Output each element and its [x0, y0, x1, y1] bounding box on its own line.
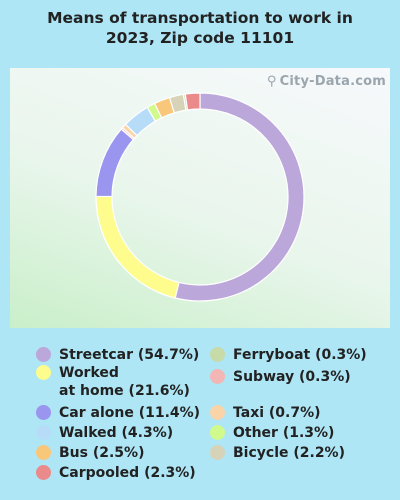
legend-label: Carpooled (2.3%) — [59, 465, 196, 481]
slice-streetcar — [174, 92, 305, 302]
legend-label: Bus (2.5%) — [59, 445, 145, 461]
slice-car-alone — [95, 128, 135, 198]
legend-label: Subway (0.3%) — [233, 369, 351, 385]
legend-swatch — [210, 425, 225, 440]
watermark: ⚲ City-Data.com — [267, 74, 386, 89]
slice-carpooled — [184, 92, 201, 111]
legend-item: Walked (4.3%) — [36, 424, 173, 442]
legend-swatch — [36, 365, 51, 380]
legend-label: Bicycle (2.2%) — [233, 445, 345, 461]
legend-item: Streetcar (54.7%) — [36, 346, 199, 364]
legend-item: Worked at home (21.6%) — [36, 364, 190, 400]
legend-swatch — [210, 445, 225, 460]
legend-item: Subway (0.3%) — [210, 368, 351, 386]
legend-swatch — [36, 445, 51, 460]
legend-label: Worked at home (21.6%) — [59, 365, 190, 399]
watermark-text: City-Data.com — [279, 74, 386, 89]
legend-label: Walked (4.3%) — [59, 425, 174, 441]
legend-swatch — [36, 465, 51, 480]
legend-label: Other (1.3%) — [233, 425, 335, 441]
legend-swatch — [36, 425, 51, 440]
legend-item: Ferryboat (0.3%) — [210, 346, 367, 364]
legend-label: Car alone (11.4%) — [59, 405, 201, 421]
legend-item: Bicycle (2.2%) — [210, 444, 345, 462]
legend-swatch — [210, 405, 225, 420]
legend-item: Car alone (11.4%) — [36, 404, 200, 422]
legend-swatch — [210, 369, 225, 384]
magnifier-icon: ⚲ — [266, 74, 277, 89]
slice-worked-at-home — [95, 195, 180, 299]
legend-label: Taxi (0.7%) — [233, 405, 321, 421]
legend-swatch — [210, 347, 225, 362]
donut-chart — [95, 92, 305, 302]
chart-title: Means of transportation to work in 2023,… — [47, 9, 353, 47]
legend-item: Bus (2.5%) — [36, 444, 144, 462]
legend-item: Taxi (0.7%) — [210, 404, 321, 422]
legend-swatch — [36, 405, 51, 420]
legend-item: Other (1.3%) — [210, 424, 334, 442]
legend-swatch — [36, 347, 51, 362]
legend-item: Carpooled (2.3%) — [36, 464, 196, 482]
legend-label: Ferryboat (0.3%) — [233, 347, 367, 363]
legend-label: Streetcar (54.7%) — [59, 347, 200, 363]
